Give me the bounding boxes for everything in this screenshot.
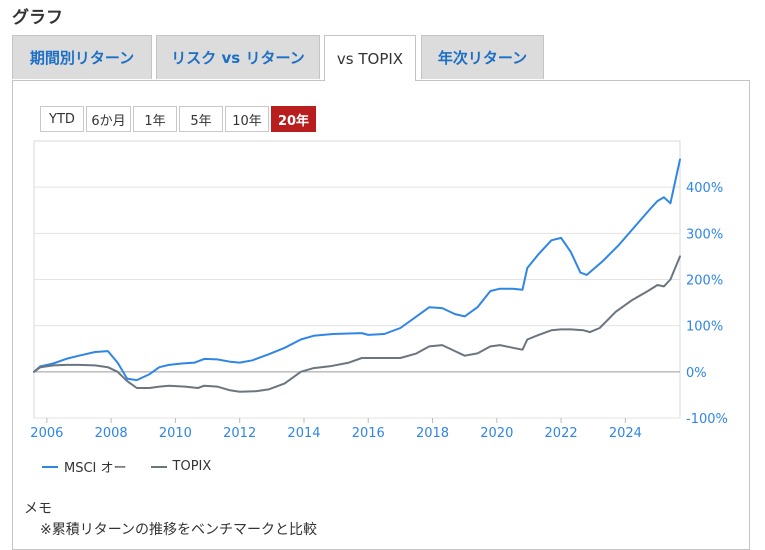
x-tick-label: 2010 [159,426,192,441]
tab-risk-vs-return[interactable]: リスク vs リターン [156,35,320,79]
x-tick-label: 2022 [545,426,578,441]
legend-label: TOPIX [172,459,212,474]
tab-vs-topix[interactable]: vs TOPIX [324,35,416,81]
series-line-msci [33,158,681,382]
x-tick-label: 2008 [95,426,128,441]
series-line-topix [33,255,681,393]
legend-item-msci[interactable]: MSCI オー [42,457,127,476]
page-title: グラフ [12,8,63,28]
chart-legend: MSCI オー TOPIX [42,457,235,476]
x-tick-label: 2018 [416,426,449,441]
y-tick-label: 400% [686,181,723,196]
legend-label: MSCI オー [64,461,127,476]
y-tick-label: 200% [686,274,723,289]
x-tick-label: 2006 [30,426,63,441]
legend-swatch-msci [42,465,58,468]
tab-label: リスク vs リターン [171,49,305,67]
memo-text: ※累積リターンの推移をベンチマークと比較 [40,522,318,538]
x-tick-label: 2024 [609,426,642,441]
x-tick-label: 2020 [480,426,513,441]
x-tick-label: 2016 [352,426,385,441]
legend-swatch-topix [150,465,167,468]
period-selector: YTD 6か月 1年 5年 10年 20年 [40,106,318,132]
tab-period-returns[interactable]: 期間別リターン [12,35,152,79]
legend-item-topix[interactable]: TOPIX [150,459,212,474]
tab-label: 年次リターン [437,49,528,67]
tab-label: 期間別リターン [29,49,135,67]
period-6m-button[interactable]: 6か月 [86,106,131,132]
x-tick-label: 2012 [223,426,256,441]
y-tick-label: 300% [686,227,723,242]
period-5y-button[interactable]: 5年 [179,106,223,132]
y-tick-label: -100% [686,412,728,427]
x-tick-label: 2014 [287,426,320,441]
tab-annual-returns[interactable]: 年次リターン [421,35,544,79]
period-1y-button[interactable]: 1年 [133,106,177,132]
y-tick-label: 100% [686,320,723,335]
period-10y-button[interactable]: 10年 [225,106,269,132]
tab-label: vs TOPIX [336,49,404,68]
period-20y-button[interactable]: 20年 [271,106,316,132]
period-ytd-button[interactable]: YTD [40,106,84,132]
memo-title: メモ [24,501,52,517]
y-tick-label: 0% [686,366,707,381]
